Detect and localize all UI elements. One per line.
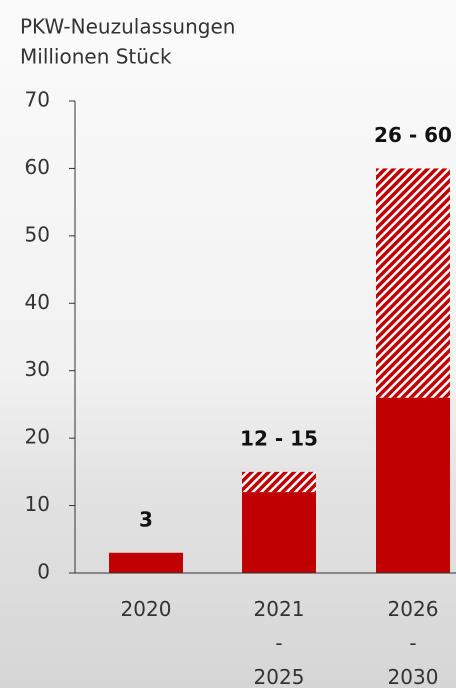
value-label: 12 - 15	[240, 426, 318, 450]
y-tick-label: 20	[25, 425, 50, 449]
y-tick-label: 60	[25, 155, 50, 179]
value-label: 3	[139, 507, 153, 531]
y-tick-label: 70	[25, 88, 50, 112]
bar-segment	[376, 168, 450, 398]
x-tick-label: 2026 -2030	[388, 597, 439, 688]
bar-segment	[109, 552, 183, 573]
bar-segment	[376, 397, 450, 573]
y-tick-label: 40	[25, 290, 50, 314]
value-label: 26 - 60	[374, 123, 452, 147]
y-tick-label: 10	[25, 492, 50, 516]
y-tick-label: 0	[37, 560, 50, 584]
y-tick-label: 30	[25, 357, 50, 381]
bar-segment	[242, 471, 316, 493]
y-tick-label: 50	[25, 222, 50, 246]
chart-subtitle: Millionen Stück	[20, 45, 172, 69]
x-tick-label: 2020	[121, 597, 172, 621]
chart-title: PKW-Neuzulassungen	[20, 15, 235, 39]
x-tick-label: 2021 -2025	[254, 597, 305, 688]
bar-segment	[242, 492, 316, 573]
